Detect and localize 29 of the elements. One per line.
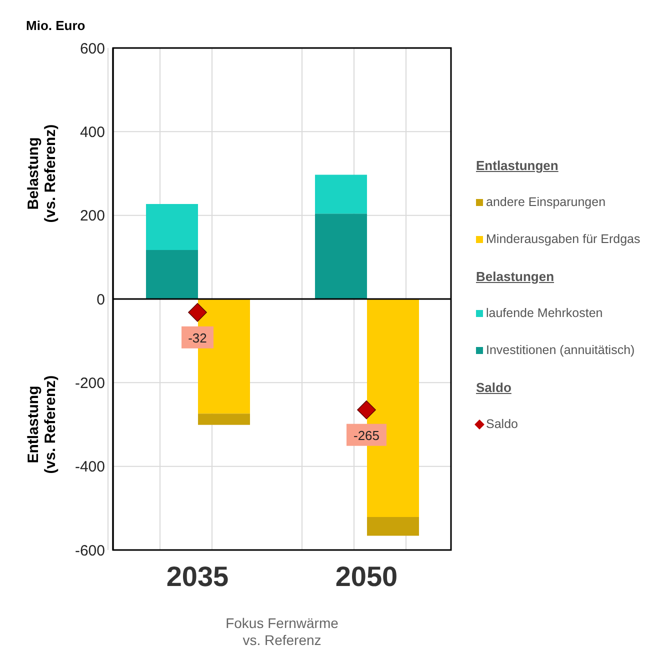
x-axis-title: Fokus Fernwärme vs. Referenz (226, 615, 339, 648)
legend-label: andere Einsparungen (485, 195, 606, 209)
legend-label: Investitionen (annuitätisch) (485, 343, 635, 357)
legend-label: Saldo (485, 417, 518, 431)
bar (198, 414, 250, 425)
y-tick-label: -600 (74, 542, 105, 560)
text: Belastungen (476, 269, 554, 284)
data-label: -32 (188, 330, 207, 346)
text: Entlastung (vs. Referenz) (25, 375, 59, 474)
text: Saldo (476, 380, 512, 395)
bar (146, 204, 198, 250)
x-tick-label: 2035 (166, 560, 229, 592)
y-tick-label: 600 (80, 40, 105, 58)
chart-title: Mio. Euro (26, 18, 86, 33)
y-tick-label: 0 (96, 291, 105, 308)
bar (315, 214, 367, 299)
legend-label: laufende Mehrkosten (485, 306, 603, 320)
text: Entlastungen (476, 158, 558, 173)
bar (315, 174, 367, 214)
x-tick-label: 2050 (335, 560, 398, 592)
y-axis-title: Belastung (vs. Referenz) (25, 124, 59, 223)
y-tick-label: -200 (74, 374, 105, 392)
y-tick-label: -400 (74, 458, 105, 476)
bar (367, 516, 419, 536)
y-tick-label: 200 (80, 208, 105, 225)
y-tick-label: 400 (80, 124, 105, 141)
data-label: -265 (353, 428, 380, 443)
bar (146, 250, 198, 299)
legend-label: Minderausgaben für Erdgas (485, 232, 640, 246)
